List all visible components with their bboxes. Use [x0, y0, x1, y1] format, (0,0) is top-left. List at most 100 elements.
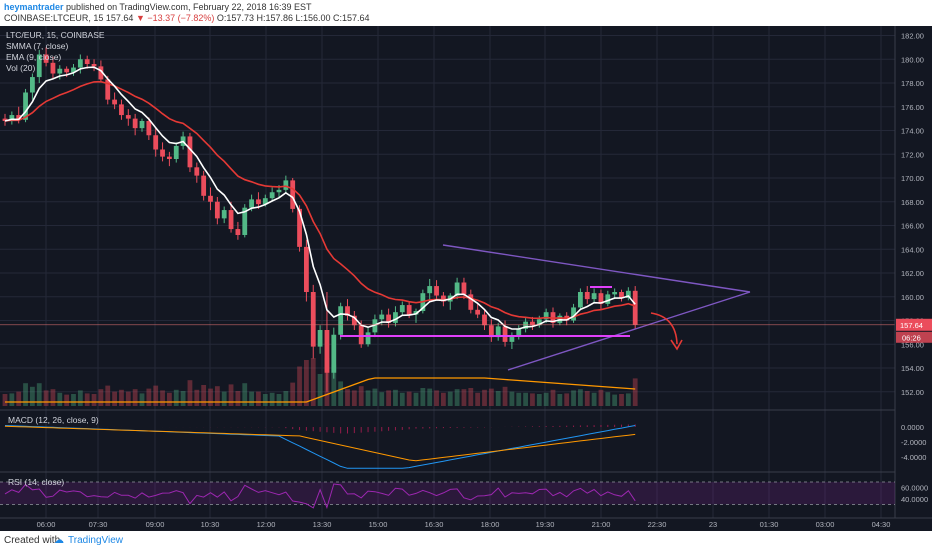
- volume-bar: [571, 390, 576, 406]
- volume-bar: [112, 391, 117, 406]
- price-tick-label: 168.00: [901, 198, 924, 207]
- author-name[interactable]: heymantrader: [4, 2, 64, 12]
- volume-bar: [331, 364, 337, 406]
- volume-bars: [2, 358, 638, 406]
- volume-bar: [283, 391, 289, 406]
- macd-label: MACD (12, 26, close, 9): [8, 415, 99, 425]
- candle-body: [297, 208, 302, 247]
- smma-line: [4, 80, 636, 320]
- volume-bar: [132, 389, 138, 406]
- volume-bar: [406, 391, 412, 406]
- candle-body: [482, 314, 487, 326]
- volume-bar: [242, 383, 248, 406]
- volume-bar: [30, 386, 35, 406]
- candle-body: [98, 66, 104, 80]
- price-chart[interactable]: 152.00154.00156.00158.00160.00162.00164.…: [0, 26, 932, 531]
- candle-body: [23, 92, 28, 120]
- legend-title: LTC/EUR, 15, COINBASE: [6, 30, 105, 40]
- volume-bar: [77, 390, 83, 406]
- rsi-band: [0, 482, 895, 505]
- candle-body: [43, 54, 49, 63]
- volume-bar: [201, 385, 207, 406]
- volume-bar: [578, 389, 583, 406]
- volume-bar: [194, 389, 200, 406]
- ohlc-values: O:157.73 H:157.86 L:156.00 C:157.64: [216, 13, 370, 23]
- candle-body: [30, 77, 35, 93]
- candle-body: [379, 314, 385, 320]
- volume-bar: [105, 385, 111, 406]
- volume-bar: [23, 383, 28, 406]
- volume-bar: [475, 392, 481, 406]
- candle-body: [249, 199, 254, 208]
- macd-tick-label: -4.0000: [901, 453, 926, 462]
- candle-body: [105, 79, 111, 100]
- price-axis-background: [895, 26, 932, 531]
- volume-bar: [427, 388, 433, 406]
- candle-body: [338, 306, 344, 335]
- volume-bar: [619, 394, 624, 406]
- candle-body: [276, 189, 282, 193]
- volume-bar: [351, 390, 357, 406]
- tradingview-brand[interactable]: TradingView: [68, 535, 124, 546]
- time-tick-label: 04:30: [872, 520, 891, 529]
- time-tick-label: 21:00: [592, 520, 611, 529]
- down-arrow-head: [670, 339, 683, 351]
- volume-bar: [386, 390, 391, 406]
- candle-body: [310, 292, 316, 347]
- volume-bar: [297, 366, 302, 406]
- publish-header: heymantrader published on TradingView.co…: [0, 0, 932, 26]
- candle-body: [269, 192, 275, 199]
- time-tick-label: 01:30: [760, 520, 779, 529]
- candle-body: [235, 229, 241, 235]
- candle-body: [612, 292, 618, 295]
- time-tick-label: 06:00: [37, 520, 56, 529]
- legend-smma: SMMA (7, close): [6, 41, 69, 51]
- candle-body: [598, 293, 604, 304]
- candle-body: [2, 118, 8, 121]
- volume-bar: [304, 360, 309, 406]
- legend-ema: EMA (9, close): [6, 52, 61, 62]
- rsi-label: RSI (14, close): [8, 477, 64, 487]
- volume-bar: [434, 390, 439, 406]
- volume-bar: [221, 391, 227, 406]
- volume-bar: [146, 388, 152, 406]
- candle-body: [187, 136, 193, 168]
- candle-body: [324, 330, 330, 373]
- candle-body: [201, 175, 207, 196]
- time-tick-label: 13:30: [313, 520, 332, 529]
- volume-bar: [365, 390, 371, 406]
- chart-background: [0, 26, 932, 531]
- volume-bar: [64, 394, 70, 406]
- volume-bar: [441, 392, 446, 406]
- volume-bar: [612, 394, 618, 406]
- candle-body: [64, 68, 70, 73]
- time-axis[interactable]: 06:00 07:30 09:00 10:30 12:00 13:30 15:00 16:30…: [0, 517, 932, 529]
- symbol-label: COINBASE:LTCEUR, 15: [4, 13, 104, 23]
- candle-body: [571, 307, 576, 321]
- time-tick-label: 19:30: [536, 520, 555, 529]
- price-axis[interactable]: 152.00154.00156.00158.00160.00162.00164.…: [894, 26, 932, 531]
- candle-body: [536, 319, 542, 326]
- volume-bar: [50, 389, 56, 406]
- volume-bar: [160, 390, 165, 406]
- candle-body: [228, 210, 234, 230]
- candle-body: [304, 246, 309, 292]
- created-with: Created with: [4, 535, 61, 546]
- price-tick-label: 172.00: [901, 150, 924, 159]
- price-tick-label: 166.00: [901, 222, 924, 231]
- triangle-lower-line: [507, 291, 751, 371]
- volume-bar: [393, 389, 398, 406]
- volume-bar: [180, 391, 186, 406]
- candle-body: [509, 335, 515, 342]
- volume-bar: [632, 378, 638, 406]
- candle-body: [36, 54, 42, 78]
- volume-ma-line: [5, 377, 636, 403]
- volume-bar: [338, 381, 344, 406]
- volume-bar: [468, 388, 474, 406]
- macd-tick-label: -2.0000: [901, 438, 926, 447]
- volume-bar: [454, 389, 460, 406]
- rsi-line: [4, 483, 636, 510]
- time-tick-label: 15:00: [369, 520, 388, 529]
- candle-body: [317, 330, 323, 347]
- volume-bar: [91, 394, 97, 406]
